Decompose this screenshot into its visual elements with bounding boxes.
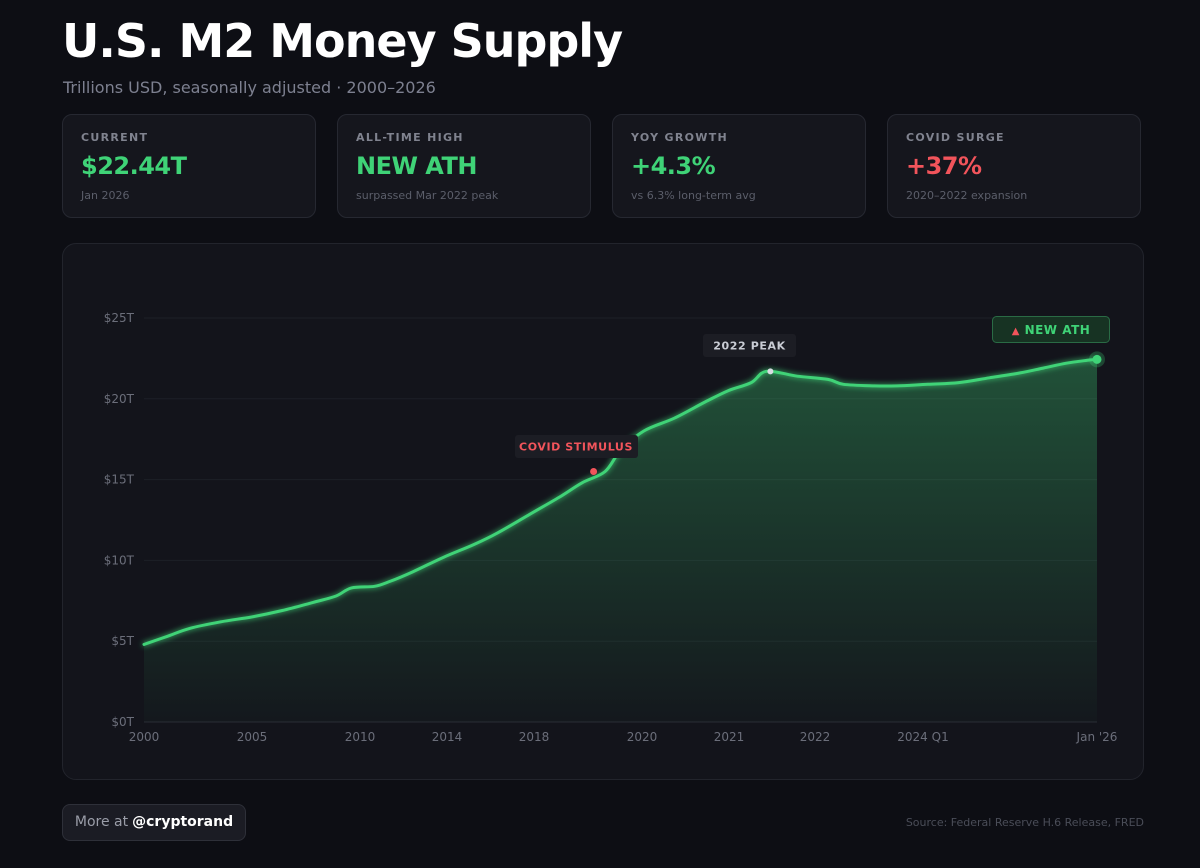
peak-annotation-label: 2022 PEAK	[713, 340, 785, 353]
source-note: Source: Federal Reserve H.6 Release, FRE…	[905, 816, 1144, 829]
stat-sub: vs 6.3% long-term avg	[631, 189, 756, 202]
x-tick-label: Jan '26	[1076, 730, 1118, 744]
stat-value: $22.44T	[81, 152, 187, 180]
more-at-button[interactable]: More at @cryptorand	[62, 804, 246, 841]
x-tick-label: 2014	[432, 730, 463, 744]
y-tick-label: $0T	[111, 715, 134, 729]
ath-annotation-label: ▲ NEW ATH	[1012, 323, 1091, 337]
stat-label: CURRENT	[81, 131, 149, 144]
x-tick-label: 2000	[129, 730, 160, 744]
covid-annotation: COVID STIMULUS	[515, 435, 638, 458]
stat-card-covid-surge: COVID SURGE +37% 2020–2022 expansion	[887, 114, 1141, 218]
series-area-m2	[144, 359, 1097, 722]
stat-label: ALL-TIME HIGH	[356, 131, 464, 144]
stat-sub: 2020–2022 expansion	[906, 189, 1028, 202]
stat-sub: surpassed Mar 2022 peak	[356, 189, 499, 202]
stat-sub: Jan 2026	[81, 189, 130, 202]
peak-marker	[767, 368, 774, 375]
stat-value: +4.3%	[631, 152, 716, 180]
handle-label: @cryptorand	[132, 814, 234, 830]
ath-annotation: ▲ NEW ATH	[992, 316, 1110, 343]
y-tick-label: $20T	[104, 392, 135, 406]
stat-value: +37%	[906, 152, 982, 180]
x-tick-label: 2022	[800, 730, 831, 744]
y-tick-label: $25T	[104, 311, 135, 325]
covid-marker	[590, 468, 598, 476]
page-title: U.S. M2 Money Supply	[62, 14, 623, 68]
stat-card-current: CURRENT $22.44T Jan 2026	[62, 114, 316, 218]
stat-card-yoy-growth: YOY GROWTH +4.3% vs 6.3% long-term avg	[612, 114, 866, 218]
page-subtitle: Trillions USD, seasonally adjusted · 200…	[63, 78, 436, 97]
more-at-label: More at	[74, 814, 129, 830]
x-tick-label: 2018	[519, 730, 550, 744]
x-tick-label: 2020	[627, 730, 658, 744]
y-tick-label: $15T	[104, 473, 135, 487]
stat-card-all-time-high: ALL-TIME HIGH NEW ATH surpassed Mar 2022…	[337, 114, 591, 218]
x-tick-label: 2024 Q1	[897, 730, 948, 744]
y-tick-label: $10T	[104, 553, 135, 567]
x-tick-label: 2010	[345, 730, 376, 744]
x-tick-label: 2021	[714, 730, 745, 744]
covid-annotation-label: COVID STIMULUS	[519, 441, 633, 454]
chart-panel: $25T $20T $15T $10T $5T $0T 2000 2005 2010 2014 20…	[62, 243, 1144, 780]
stat-label: YOY GROWTH	[631, 131, 729, 144]
stat-label: COVID SURGE	[906, 131, 1005, 144]
y-tick-label: $5T	[111, 634, 134, 648]
peak-annotation: 2022 PEAK	[703, 334, 796, 357]
x-tick-label: 2005	[237, 730, 268, 744]
stat-value: NEW ATH	[356, 152, 477, 180]
ath-marker	[1092, 354, 1102, 364]
